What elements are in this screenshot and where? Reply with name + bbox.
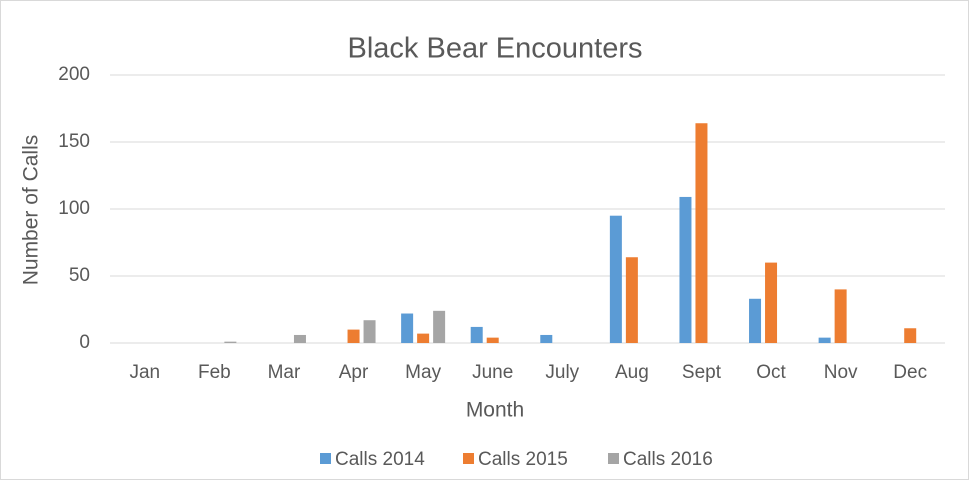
bar — [224, 341, 237, 343]
x-tick-label: Jan — [129, 362, 160, 383]
bar — [470, 326, 483, 343]
y-tick-label: 50 — [69, 265, 90, 286]
y-tick-label: 200 — [58, 64, 90, 85]
legend-label: Calls 2016 — [623, 449, 713, 470]
x-tick-label: Feb — [198, 362, 231, 383]
bar — [417, 333, 430, 343]
y-axis-label: Number of Calls — [20, 135, 43, 286]
bar — [679, 196, 692, 343]
bar — [749, 298, 762, 343]
bar — [904, 328, 917, 343]
chart-title: Black Bear Encounters — [348, 33, 643, 65]
bar — [765, 262, 778, 343]
x-tick-label: May — [405, 362, 441, 383]
x-tick-label: Nov — [824, 362, 858, 383]
bar — [401, 313, 414, 343]
x-tick-label: Sept — [682, 362, 722, 383]
x-tick-label: Aug — [615, 362, 649, 383]
legend-swatch — [463, 453, 474, 464]
bar — [363, 320, 376, 343]
x-tick-label: Dec — [893, 362, 927, 383]
legend-swatch — [320, 453, 331, 464]
bar — [818, 337, 831, 343]
bar — [609, 215, 622, 343]
bar — [347, 329, 360, 343]
y-tick-label: 100 — [58, 198, 90, 219]
bar — [695, 123, 708, 344]
x-tick-label: July — [545, 362, 579, 383]
x-tick-label: Mar — [268, 362, 301, 383]
bar — [486, 337, 499, 343]
bar — [293, 334, 306, 343]
legend-swatch — [608, 453, 619, 464]
legend-label: Calls 2015 — [478, 449, 568, 470]
x-tick-label: Apr — [339, 362, 369, 383]
x-tick-label: Oct — [756, 362, 786, 383]
x-tick-label: June — [472, 362, 513, 383]
bar — [625, 257, 638, 343]
bar — [540, 334, 553, 343]
bar — [834, 289, 847, 343]
legend-label: Calls 2014 — [335, 449, 425, 470]
x-axis-label: Month — [466, 399, 524, 422]
bar — [433, 310, 446, 343]
y-tick-label: 0 — [79, 332, 90, 353]
y-tick-label: 150 — [58, 131, 90, 152]
